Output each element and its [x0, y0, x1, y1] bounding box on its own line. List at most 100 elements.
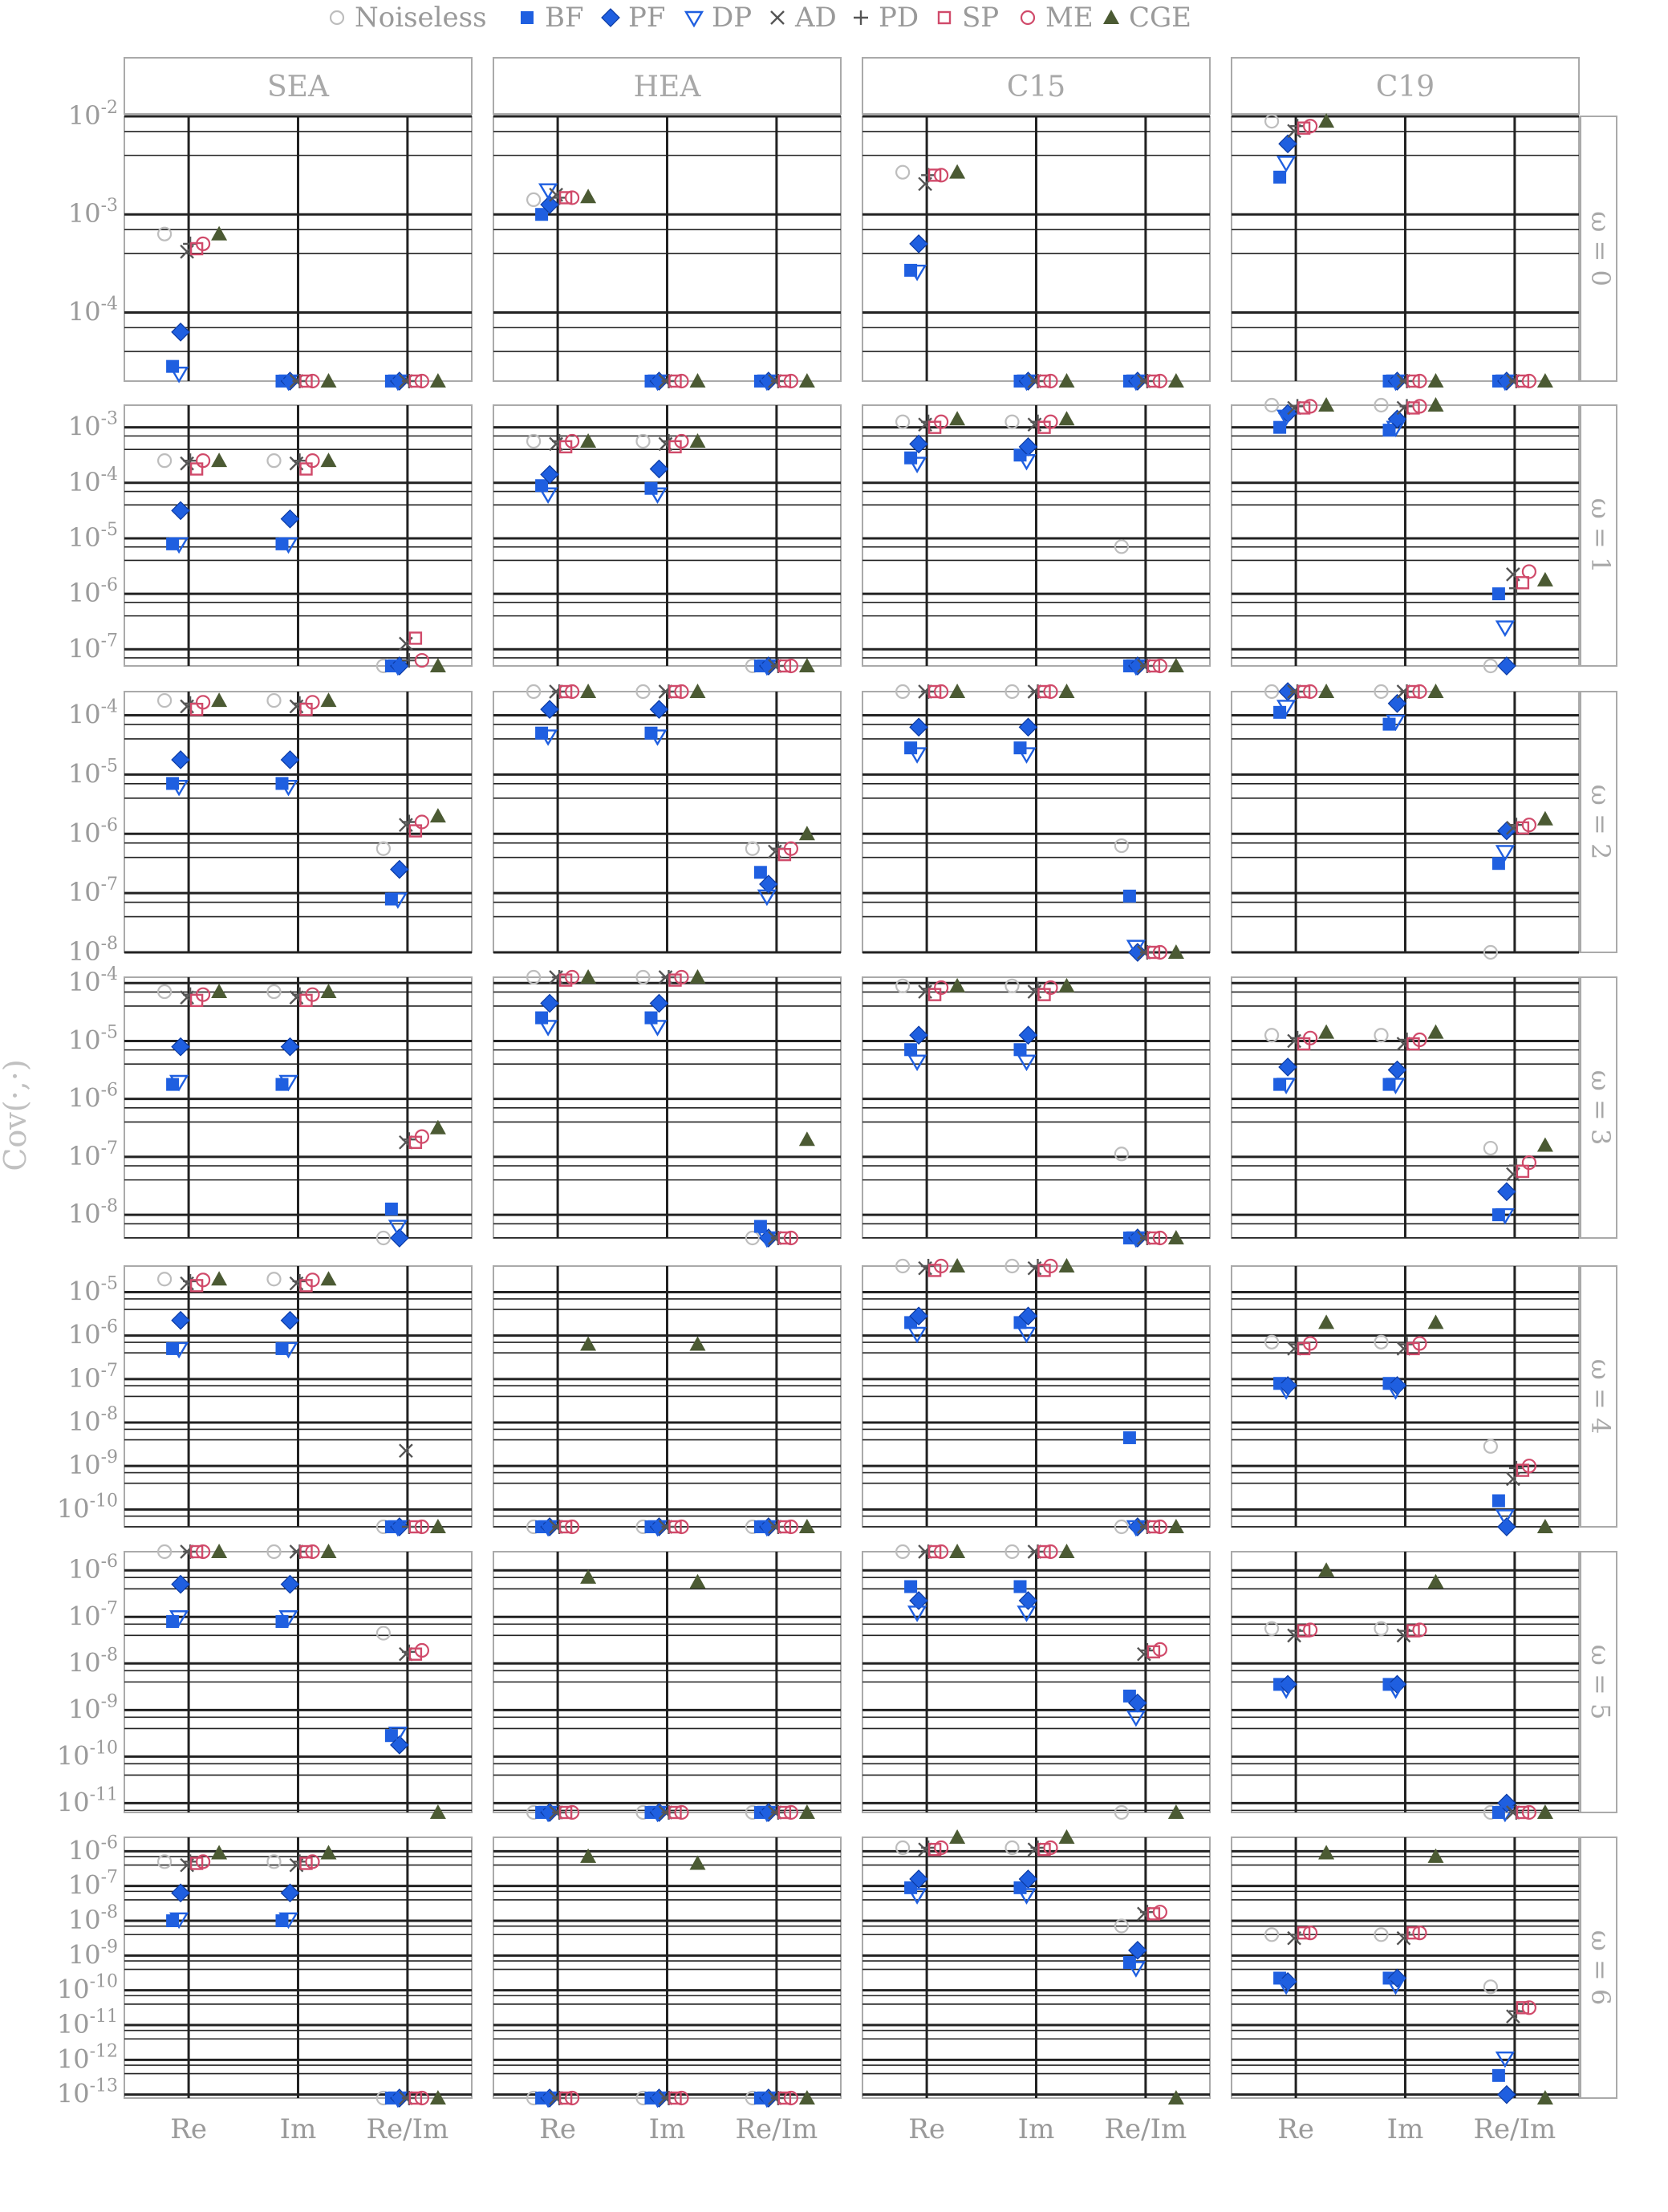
point-cge-re-im [1536, 810, 1553, 826]
point-me-re [934, 168, 949, 183]
point-sp-re-im [1146, 1231, 1161, 1245]
point-noiseless-re-im [745, 1230, 760, 1246]
row-strip-box [1580, 976, 1617, 1239]
point-dp-re-im [1495, 620, 1515, 637]
point-me-re [196, 453, 211, 469]
point-dp-im [278, 1074, 298, 1092]
point-dp-re [538, 487, 558, 505]
panel-c19-row-6 [1231, 1837, 1580, 2104]
row-strip-label: ω = 3 [1585, 1070, 1616, 1146]
point-sp-re [927, 1842, 942, 1857]
column-strip-box [493, 57, 842, 115]
point-noiseless-re [1264, 397, 1280, 413]
point-dp-re [907, 1605, 927, 1622]
point-cge-re [580, 1848, 597, 1863]
row-strip-label: ω = 5 [1585, 1645, 1616, 1720]
y-tick-label: 10-7 [68, 875, 118, 907]
point-cge-re-im [429, 1519, 446, 1533]
y-tick-label: 10-8 [68, 934, 118, 967]
point-me-im [674, 433, 689, 449]
point-me-re [196, 236, 211, 251]
point-dp-im [647, 1805, 668, 1823]
point-bf-re [166, 1914, 180, 1927]
point-sp-im [1406, 1926, 1420, 1940]
point-cge-im [689, 1855, 706, 1870]
y-tick-label: 10-4 [68, 964, 118, 997]
y-tick-label: 10-6 [68, 815, 118, 848]
point-dp-im [278, 537, 298, 554]
point-me-re-im [1152, 944, 1167, 960]
x-tick-label: Re [170, 2113, 207, 2145]
point-noiseless-im [266, 1544, 282, 1560]
point-cge-im [1427, 1848, 1444, 1863]
row-strip-3: ω = 3 [1580, 976, 1617, 1239]
point-dp-im [1017, 747, 1037, 764]
point-me-im [674, 969, 689, 985]
y-tick-label: 10-9 [68, 1447, 118, 1480]
point-cge-re [211, 692, 228, 708]
column-strip-sea: SEA [124, 57, 473, 115]
point-dp-re-im [388, 659, 408, 676]
row-strip-label: ω = 4 [1585, 1359, 1616, 1435]
legend-label-bf: BF [545, 2, 584, 34]
point-cge-re-im [1536, 571, 1553, 586]
point-pf-re [171, 750, 190, 769]
point-pf-re-im [1497, 656, 1516, 676]
point-noiseless-im [266, 1272, 282, 1287]
point-noiseless-re [157, 1544, 172, 1560]
point-me-im [305, 695, 320, 710]
point-cge-re [1318, 684, 1335, 698]
legend-marker-pf [601, 8, 620, 27]
point-me-re [934, 684, 949, 700]
point-me-re-im [1521, 1459, 1536, 1474]
point-pf-im [1018, 717, 1038, 737]
point-me-im [674, 2090, 689, 2106]
x-tick-label: Im [649, 2113, 686, 2145]
point-cge-re-im [1536, 1137, 1553, 1152]
point-cge-re-im [429, 1804, 446, 1819]
point-cge-re-im [429, 2090, 446, 2104]
point-bf-re [904, 1881, 918, 1894]
y-tick-label: 10-5 [68, 1274, 118, 1307]
row-strip-label: ω = 0 [1585, 211, 1616, 286]
point-cge-im [320, 373, 337, 388]
point-sp-im [1406, 684, 1420, 699]
point-cge-re [949, 164, 966, 179]
x-tick-label: Im [1387, 2113, 1424, 2145]
point-noiseless-re-im [1483, 1979, 1498, 1995]
point-noiseless-im [266, 692, 282, 708]
point-cge-re-im [1536, 2090, 1553, 2104]
point-dp-re-im [757, 1231, 777, 1248]
point-pf-re-im [759, 875, 778, 894]
row-strip-box [1580, 404, 1617, 667]
point-cge-im [689, 1336, 706, 1351]
point-cge-im [1427, 397, 1444, 412]
point-cge-im [1058, 977, 1075, 992]
point-dp-re-im [757, 374, 777, 392]
point-dp-im [1386, 1682, 1406, 1699]
point-me-im [1043, 373, 1058, 389]
point-cge-im [1427, 684, 1444, 698]
point-dp-im [647, 1020, 668, 1037]
point-me-re-im [414, 1129, 429, 1144]
point-dp-re [907, 1888, 927, 1905]
point-cge-im [1058, 1829, 1075, 1844]
point-pf-re-im [1497, 1517, 1516, 1536]
point-me-re [196, 695, 211, 710]
point-dp-re [1276, 1383, 1297, 1400]
point-pf-re-im [1497, 1182, 1516, 1202]
y-tick-label: 10-6 [68, 1552, 118, 1585]
point-bf-re [904, 1580, 918, 1593]
point-pf-re [909, 1025, 928, 1045]
point-dp-re-im [1126, 1520, 1146, 1537]
point-cge-re [949, 1258, 966, 1272]
point-cge-im [320, 1271, 337, 1286]
point-cge-re [1318, 113, 1335, 128]
point-pf-im [280, 1883, 300, 1903]
point-sp-re [558, 1520, 573, 1534]
point-dp-re [1276, 1078, 1297, 1094]
point-sp-im [299, 1857, 313, 1870]
point-me-re [565, 190, 580, 205]
panel-hea-row-4 [493, 1265, 842, 1537]
